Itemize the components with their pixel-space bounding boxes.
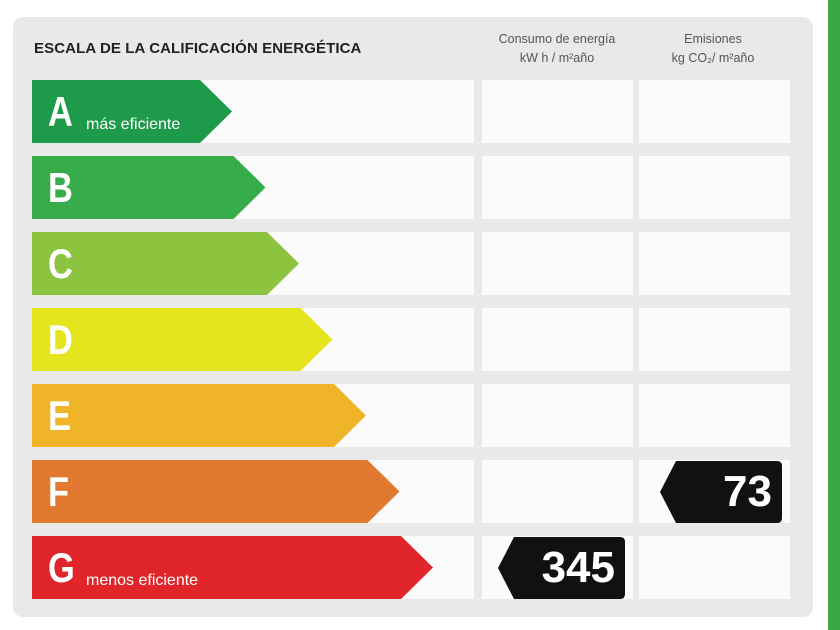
consumo-value-tag: 345 xyxy=(498,537,625,599)
consumo-cell-f xyxy=(482,460,633,523)
emisiones-cell-a xyxy=(639,80,790,143)
emisiones-cell-e xyxy=(639,384,790,447)
rating-arrow-shape-f xyxy=(32,460,400,523)
rating-arrow-g xyxy=(32,536,433,599)
rating-description-a: más eficiente xyxy=(86,116,181,133)
rating-arrow-shape-e xyxy=(32,384,366,447)
rating-arrow-shape-c xyxy=(32,232,299,295)
rating-letter-e: E xyxy=(48,392,71,439)
rating-letter-b: B xyxy=(48,164,73,211)
rating-arrow-a xyxy=(32,80,232,143)
scale-title: ESCALA DE LA CALIFICACIÓN ENERGÉTICA xyxy=(34,40,362,57)
rating-arrow-c xyxy=(32,232,299,295)
rating-arrow-d xyxy=(32,308,333,371)
rating-description-g: menos eficiente xyxy=(86,572,199,589)
rating-letter-f: F xyxy=(48,468,70,515)
rating-letter-g: G xyxy=(48,544,75,591)
emisiones-cell-c xyxy=(639,232,790,295)
consumo-header-line2: kW h / m²año xyxy=(519,51,595,65)
consumo-header-line1: Consumo de energía xyxy=(498,32,616,46)
consumo-cell-e xyxy=(482,384,633,447)
consumo-value-tag-value: 345 xyxy=(541,543,615,592)
rating-arrow-shape-d xyxy=(32,308,333,371)
consumo-column-header: Consumo de energía kW h / m²año xyxy=(482,30,632,68)
rating-letter-a: A xyxy=(48,88,73,135)
rating-letter-c: C xyxy=(48,240,73,287)
emisiones-cell-d xyxy=(639,308,790,371)
rating-letter-d: D xyxy=(48,316,73,363)
emisiones-header-line1: Emisiones xyxy=(684,32,742,46)
emisiones-cell-b xyxy=(639,156,790,219)
consumo-cell-c xyxy=(482,232,633,295)
emisiones-value-tag: 73 xyxy=(660,461,782,523)
green-border-stripe xyxy=(828,0,840,630)
emisiones-header-line2: kg CO₂/ m²año xyxy=(671,51,755,65)
rating-arrow-shape-g xyxy=(32,536,433,599)
rating-arrow-shape-a xyxy=(32,80,232,143)
consumo-cell-a xyxy=(482,80,633,143)
rating-arrow-b xyxy=(32,156,266,219)
consumo-cell-b xyxy=(482,156,633,219)
emisiones-column-header: Emisiones kg CO₂/ m²año xyxy=(638,30,788,68)
rating-arrow-e xyxy=(32,384,366,447)
rating-arrow-f xyxy=(32,460,400,523)
consumo-cell-d xyxy=(482,308,633,371)
emisiones-cell-g xyxy=(639,536,790,599)
rating-arrow-shape-b xyxy=(32,156,266,219)
emisiones-value-tag-value: 73 xyxy=(723,467,772,516)
